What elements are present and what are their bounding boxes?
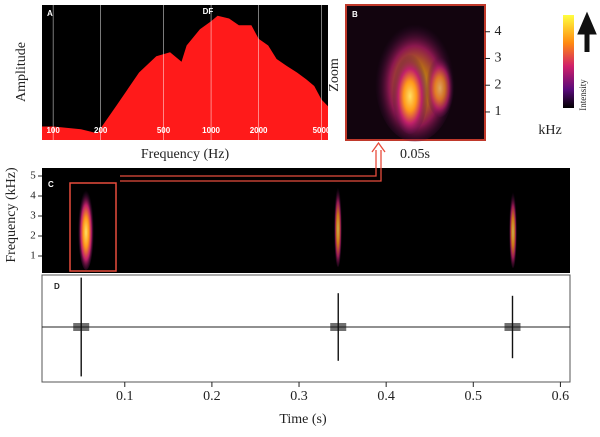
y-tick-label: 2 — [30, 230, 36, 242]
waveform-burst — [504, 323, 521, 331]
y2-label: kHz — [538, 123, 561, 138]
x-tick-label: 100 — [46, 126, 60, 135]
colorbar-label: Intensity — [578, 79, 588, 111]
x-tick-label: 0.2 — [203, 389, 221, 404]
panel-label: A — [47, 9, 53, 18]
call — [509, 188, 517, 268]
y-label: Frequency (kHz) — [4, 167, 19, 263]
y-tick-label: 3 — [30, 210, 36, 222]
call — [334, 183, 342, 267]
call — [78, 186, 94, 270]
panel-label: C — [48, 180, 54, 189]
panel-d-bg — [41, 274, 571, 383]
y2-tick-label: 3 — [495, 51, 502, 66]
y-tick-label: 5 — [30, 170, 36, 182]
panel-c-bg — [42, 168, 570, 273]
connector-arrow — [371, 141, 386, 153]
panel-b: 1 2 3 4 — [485, 24, 502, 119]
x-tick-label: 0.4 — [377, 389, 395, 404]
spectrum-area — [42, 15, 328, 140]
y2-tick-label: 1 — [495, 104, 502, 119]
x-tick-label: 0.1 — [116, 389, 134, 404]
x-tick-label: 0.5 — [465, 389, 483, 404]
panel-label: D — [54, 282, 60, 291]
connector — [120, 150, 382, 182]
x-label: Frequency (Hz) — [141, 147, 230, 162]
x-tick-label: 200 — [94, 126, 108, 135]
annotation: DF — [203, 7, 214, 16]
colorbar — [563, 15, 574, 108]
x-tick-label: 500 — [157, 126, 171, 135]
waveform-burst — [73, 323, 90, 331]
intensity-arrow — [577, 11, 597, 52]
x-tick-label: 2000 — [250, 126, 268, 135]
spectrogram-blob — [426, 53, 454, 117]
panel-a: 100 200 500 1000 2000 5000 — [42, 5, 331, 140]
panel-d: 0.1 0.2 0.3 0.4 0.5 0.6 — [73, 277, 570, 404]
y-tick-label: 4 — [30, 190, 36, 202]
y-tick-label: 1 — [30, 250, 36, 262]
x-tick-label: 5000 — [313, 126, 331, 135]
x-label: 0.05s — [400, 147, 430, 162]
zoom-box — [69, 182, 117, 272]
y-label: Zoom — [327, 58, 342, 92]
y-label: Amplitude — [14, 42, 29, 102]
panel-label: B — [352, 10, 358, 19]
waveform-burst — [330, 323, 347, 331]
x-tick-label: 0.3 — [290, 389, 308, 404]
panel-c: 1 2 3 4 5 — [30, 170, 42, 262]
y2-tick-label: 4 — [495, 24, 502, 39]
x-tick-label: 0.6 — [552, 389, 570, 404]
x-tick-label: 1000 — [202, 126, 220, 135]
y2-tick-label: 2 — [495, 77, 502, 92]
x-label: Time (s) — [279, 412, 327, 427]
spectrogram-blob — [392, 50, 428, 134]
